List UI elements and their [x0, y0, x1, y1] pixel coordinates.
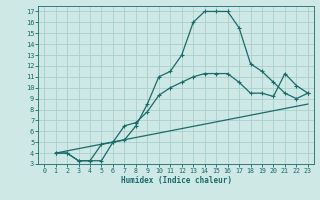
X-axis label: Humidex (Indice chaleur): Humidex (Indice chaleur) — [121, 176, 231, 185]
